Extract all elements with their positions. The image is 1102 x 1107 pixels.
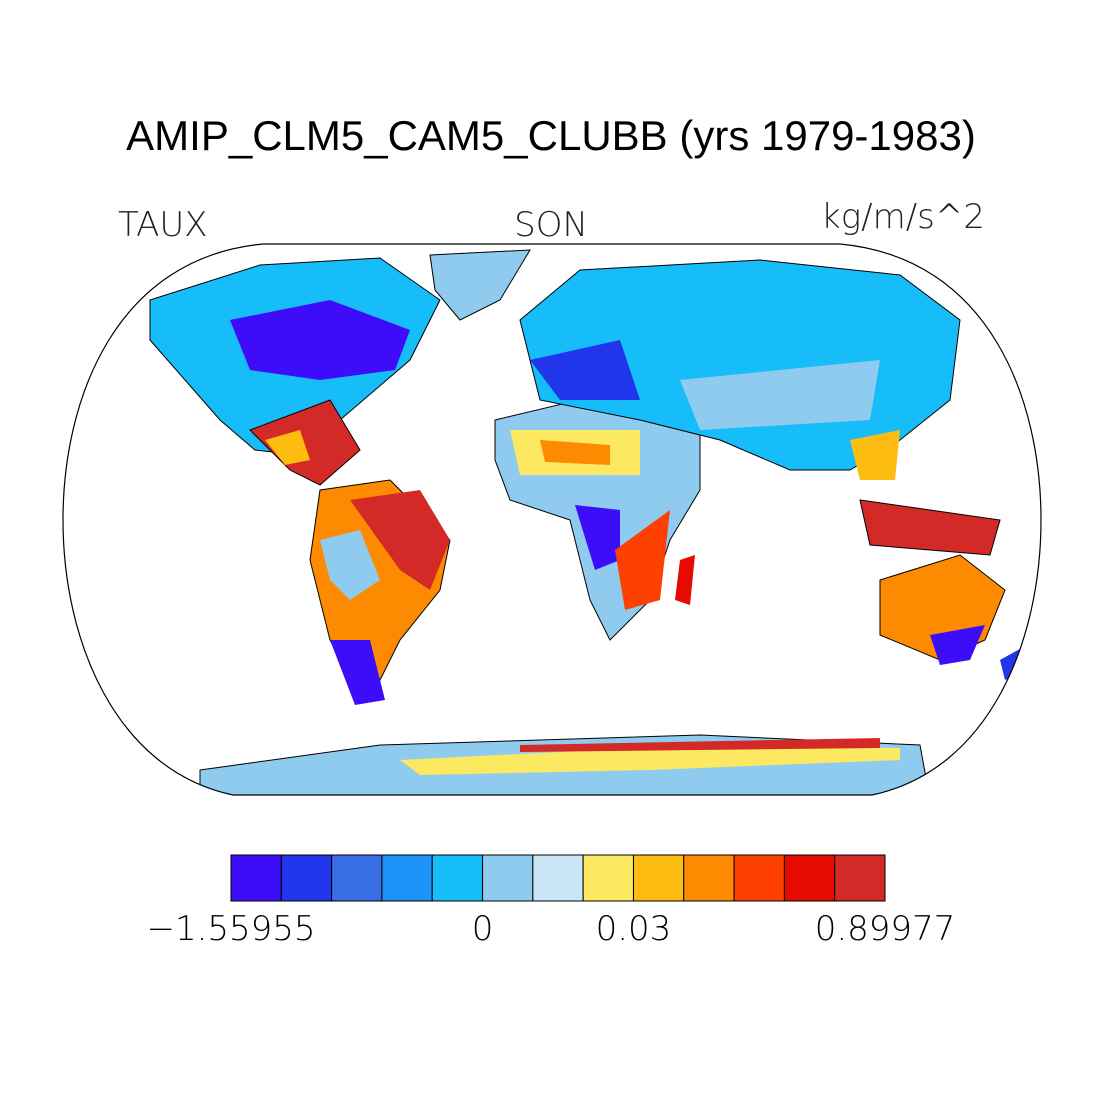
colorbar-box bbox=[431, 854, 484, 902]
colorbar-label: −1.55955 bbox=[146, 909, 315, 949]
colorbar-box bbox=[482, 854, 534, 902]
map-field bbox=[149, 249, 1041, 795]
colorbar-box bbox=[381, 854, 433, 902]
colorbar-box bbox=[783, 854, 836, 902]
colorbar-box bbox=[834, 854, 886, 902]
colorbar: −1.55955 0 0.03 0.89977 bbox=[146, 854, 956, 949]
colorbar-box bbox=[230, 854, 282, 902]
colorbar-box bbox=[582, 854, 634, 902]
map-outline bbox=[62, 243, 1042, 796]
colorbar-label: 0.03 bbox=[596, 909, 672, 949]
colorbar-box bbox=[532, 854, 584, 902]
units-label: kg/m/s^2 bbox=[821, 197, 985, 237]
colorbar-box bbox=[331, 854, 383, 902]
colorbar-label: 0.89977 bbox=[815, 909, 956, 949]
title: AMIP_CLM5_CAM5_CLUBB (yrs 1979-1983) bbox=[126, 112, 976, 159]
colorbar-box bbox=[280, 854, 333, 902]
variable-label: TAUX bbox=[118, 205, 208, 245]
colorbar-box bbox=[733, 854, 785, 902]
colorbar-box bbox=[632, 854, 685, 902]
colorbar-label: 0 bbox=[472, 909, 494, 949]
season-label: SON bbox=[514, 205, 588, 245]
colorbar-box bbox=[683, 854, 735, 902]
